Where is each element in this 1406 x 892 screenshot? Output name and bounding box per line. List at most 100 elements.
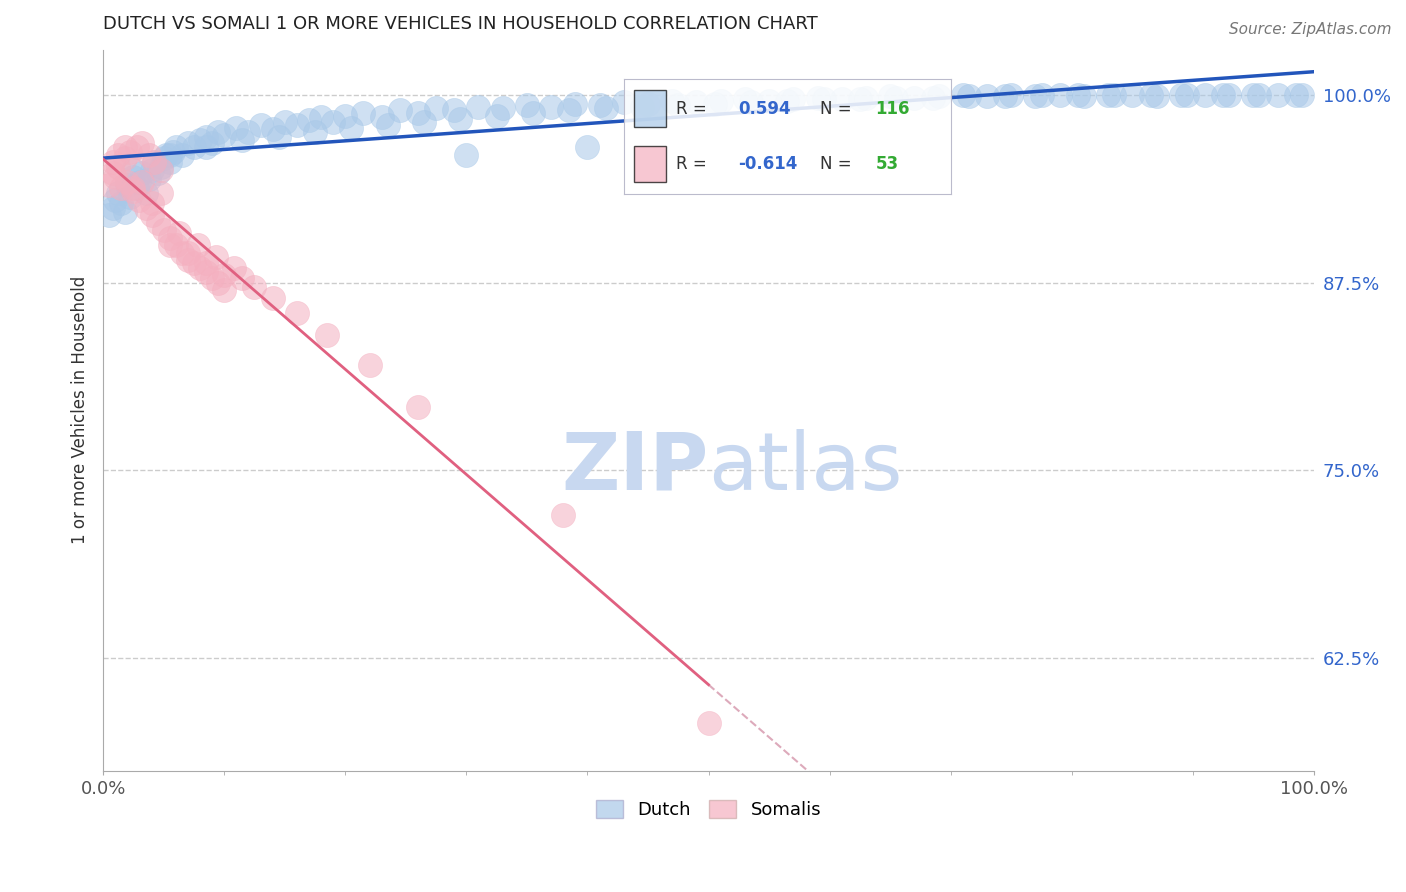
Point (274, 115, 297, 129)
Point (1241, 87, 1264, 102)
Point (316, 328, 339, 343)
Point (831, 92, 853, 106)
Point (107, 160, 129, 174)
Point (207, 276, 229, 290)
Point (110, 196, 132, 211)
Legend: Dutch, Somalis: Dutch, Somalis (589, 793, 828, 827)
Point (159, 148, 181, 162)
Point (425, 102, 447, 116)
Point (146, 166, 169, 180)
Point (146, 215, 169, 229)
Point (107, 186, 129, 200)
Point (141, 196, 163, 211)
Point (187, 238, 209, 252)
Point (152, 151, 174, 165)
Point (1139, 87, 1161, 102)
Point (122, 163, 145, 178)
Point (114, 205, 136, 219)
Point (903, 91, 925, 105)
Point (377, 118, 399, 132)
Point (304, 125, 326, 139)
Point (212, 128, 235, 143)
Point (188, 260, 211, 275)
Point (697, 715, 720, 730)
Point (262, 291, 284, 305)
Point (118, 145, 141, 159)
Point (849, 92, 872, 106)
Point (162, 145, 184, 159)
Point (285, 118, 308, 132)
Point (666, 98, 689, 112)
Point (104, 170, 127, 185)
Point (1175, 87, 1198, 102)
Point (165, 140, 187, 154)
Point (443, 103, 465, 117)
Point (177, 136, 200, 150)
Point (159, 238, 181, 252)
Point (1097, 87, 1119, 102)
Text: DUTCH VS SOMALI 1 OR MORE VEHICLES IN HOUSEHOLD CORRELATION CHART: DUTCH VS SOMALI 1 OR MORE VEHICLES IN HO… (103, 15, 818, 33)
Point (195, 130, 218, 145)
Point (141, 163, 163, 178)
Point (413, 115, 436, 129)
Point (1170, 87, 1192, 102)
Point (522, 106, 544, 120)
Point (740, 95, 762, 110)
Point (231, 271, 253, 285)
Point (114, 151, 136, 165)
Point (201, 136, 224, 150)
Point (150, 163, 173, 178)
Point (734, 92, 756, 106)
Point (183, 256, 205, 270)
Point (1267, 87, 1289, 102)
Point (117, 175, 139, 189)
Point (1102, 87, 1125, 102)
Point (298, 113, 321, 128)
Point (150, 186, 173, 200)
Point (114, 140, 136, 154)
Point (540, 100, 562, 114)
Point (143, 155, 166, 169)
Point (595, 102, 617, 116)
Point (125, 181, 148, 195)
Point (1218, 87, 1240, 102)
Point (456, 148, 478, 162)
Point (776, 94, 799, 108)
Point (110, 181, 132, 195)
Point (685, 95, 707, 110)
Point (134, 201, 156, 215)
Point (661, 94, 683, 108)
Point (879, 89, 901, 103)
Point (122, 184, 145, 198)
Point (243, 280, 266, 294)
Point (1067, 87, 1090, 102)
Point (309, 111, 332, 125)
Point (131, 166, 153, 180)
Point (806, 91, 828, 105)
Point (285, 306, 308, 320)
Point (170, 245, 193, 260)
Point (117, 178, 139, 192)
Point (1291, 87, 1313, 102)
Point (1121, 87, 1143, 102)
Point (125, 140, 148, 154)
Y-axis label: 1 or more Vehicles in Household: 1 or more Vehicles in Household (72, 277, 89, 544)
Point (921, 91, 943, 105)
Point (101, 155, 124, 169)
Point (118, 190, 141, 204)
Point (1212, 87, 1234, 102)
Point (134, 186, 156, 200)
Point (631, 100, 654, 114)
Point (131, 175, 153, 189)
Point (485, 109, 508, 123)
Point (710, 94, 733, 108)
Point (222, 260, 245, 275)
Point (1194, 87, 1216, 102)
Text: Source: ZipAtlas.com: Source: ZipAtlas.com (1229, 22, 1392, 37)
Point (98, 208, 121, 222)
Point (177, 253, 200, 268)
Point (576, 140, 599, 154)
Point (138, 148, 160, 162)
Point (588, 98, 610, 112)
Point (231, 133, 253, 147)
